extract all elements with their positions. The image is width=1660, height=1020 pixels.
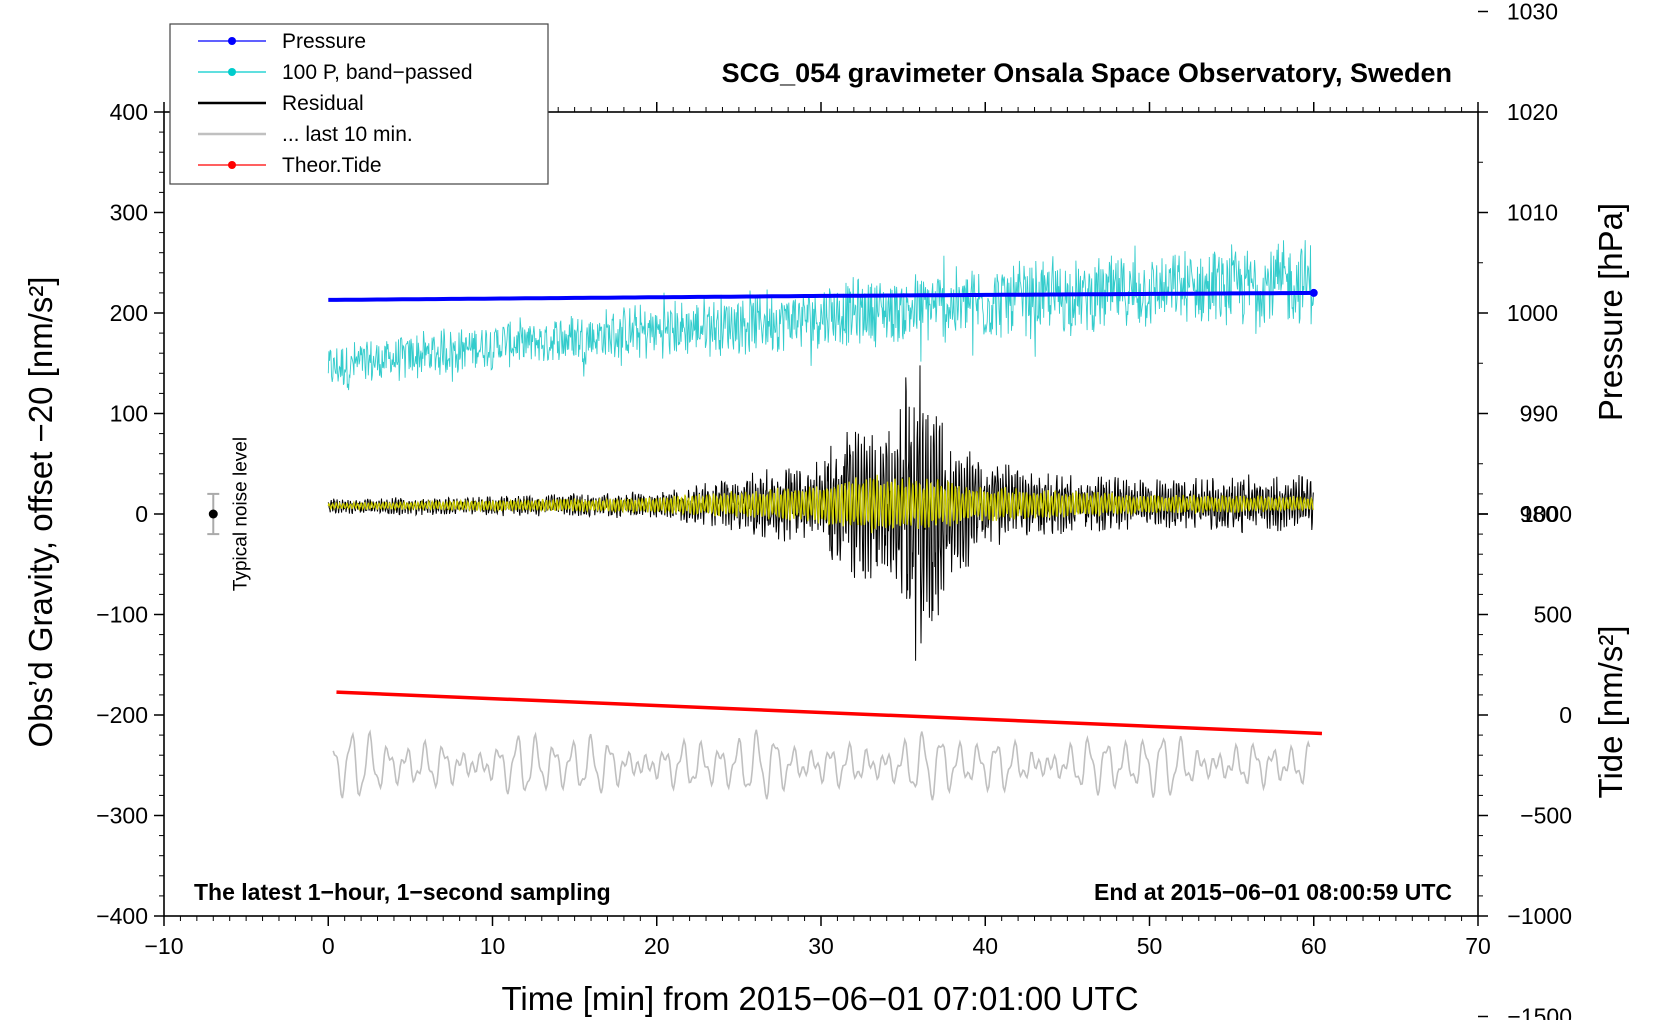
tide-tick-label: −1500 xyxy=(1507,1004,1572,1020)
pressure-tick-label: 1030 xyxy=(1507,0,1558,25)
x-tick-label: −10 xyxy=(144,933,183,959)
y-left-tick-label: 200 xyxy=(110,300,148,326)
series-band-passed-pressure xyxy=(327,240,1315,391)
x-tick-label: 60 xyxy=(1301,933,1327,959)
noise-level-point xyxy=(208,509,218,519)
legend-label: 100 P, band−passed xyxy=(282,61,473,84)
x-tick-label: 0 xyxy=(322,933,335,959)
y-right-tide-title: Tide [nm/s²] xyxy=(1592,626,1629,799)
y-left-tick-label: −200 xyxy=(96,702,148,728)
pressure-tick-label: 1020 xyxy=(1507,99,1558,125)
legend-marker xyxy=(228,161,236,169)
y-right-pressure-title: Pressure [hPa] xyxy=(1592,203,1629,421)
y-left-tick-label: 100 xyxy=(110,401,148,427)
pressure-tick-label: 990 xyxy=(1520,401,1558,427)
annotation-sampling: The latest 1−hour, 1−second sampling xyxy=(194,879,611,905)
legend-label: Theor.Tide xyxy=(282,154,382,177)
pressure-tick-label: 1000 xyxy=(1507,300,1558,326)
x-tick-label: 20 xyxy=(644,933,670,959)
tide-tick-label: 0 xyxy=(1559,702,1572,728)
pressure-tick-label: 1010 xyxy=(1507,200,1558,226)
series-layer xyxy=(327,240,1323,801)
legend: Pressure 100 P, band−passed Residual ... la… xyxy=(169,23,549,185)
legend-label: ... last 10 min. xyxy=(282,123,413,146)
noise-level-marker: Typical noise level xyxy=(207,437,251,591)
series-last-10-min xyxy=(332,729,1311,801)
y-left-tick-label: −400 xyxy=(96,903,148,929)
x-tick-label: 40 xyxy=(972,933,998,959)
y-left-tick-label: 400 xyxy=(110,99,148,125)
noise-level-label: Typical noise level xyxy=(230,437,251,591)
legend-label: Residual xyxy=(282,92,364,115)
legend-label: Pressure xyxy=(282,30,366,53)
chart-title: SCG_054 gravimeter Onsala Space Observat… xyxy=(722,58,1452,88)
x-tick-label: 10 xyxy=(480,933,506,959)
y-left-tick-label: 300 xyxy=(110,200,148,226)
pressure-tick-label: 980 xyxy=(1520,501,1558,527)
y-left-tick-label: −300 xyxy=(96,803,148,829)
tide-tick-label: −500 xyxy=(1520,803,1572,829)
annotation-end-time: End at 2015−06−01 08:00:59 UTC xyxy=(1094,879,1452,905)
legend-marker xyxy=(228,68,236,76)
axes-layer: −10 0 10 20 30 40 50 60 704003002001000−100−200−… xyxy=(96,0,1572,1020)
series-theoretical-tide xyxy=(336,690,1323,736)
x-tick-label: 70 xyxy=(1465,933,1491,959)
legend-marker xyxy=(228,37,236,45)
y-left-tick-label: 0 xyxy=(135,501,148,527)
y-left-axis-title: Obs’d Gravity, offset −20 [nm/s²] xyxy=(22,276,59,747)
pressure-end-marker xyxy=(1309,288,1318,297)
series-residual-filtered xyxy=(327,474,1314,534)
tide-tick-label: 500 xyxy=(1534,602,1572,628)
y-left-tick-label: −100 xyxy=(96,602,148,628)
tide-tick-label: −1000 xyxy=(1507,903,1572,929)
x-tick-label: 50 xyxy=(1137,933,1163,959)
series-residual xyxy=(327,365,1314,661)
x-axis-title: Time [min] from 2015−06−01 07:01:00 UTC xyxy=(501,980,1138,1017)
x-tick-label: 30 xyxy=(808,933,834,959)
tide-tick-label: 1000 xyxy=(1521,501,1572,527)
series-pressure xyxy=(328,290,1314,302)
